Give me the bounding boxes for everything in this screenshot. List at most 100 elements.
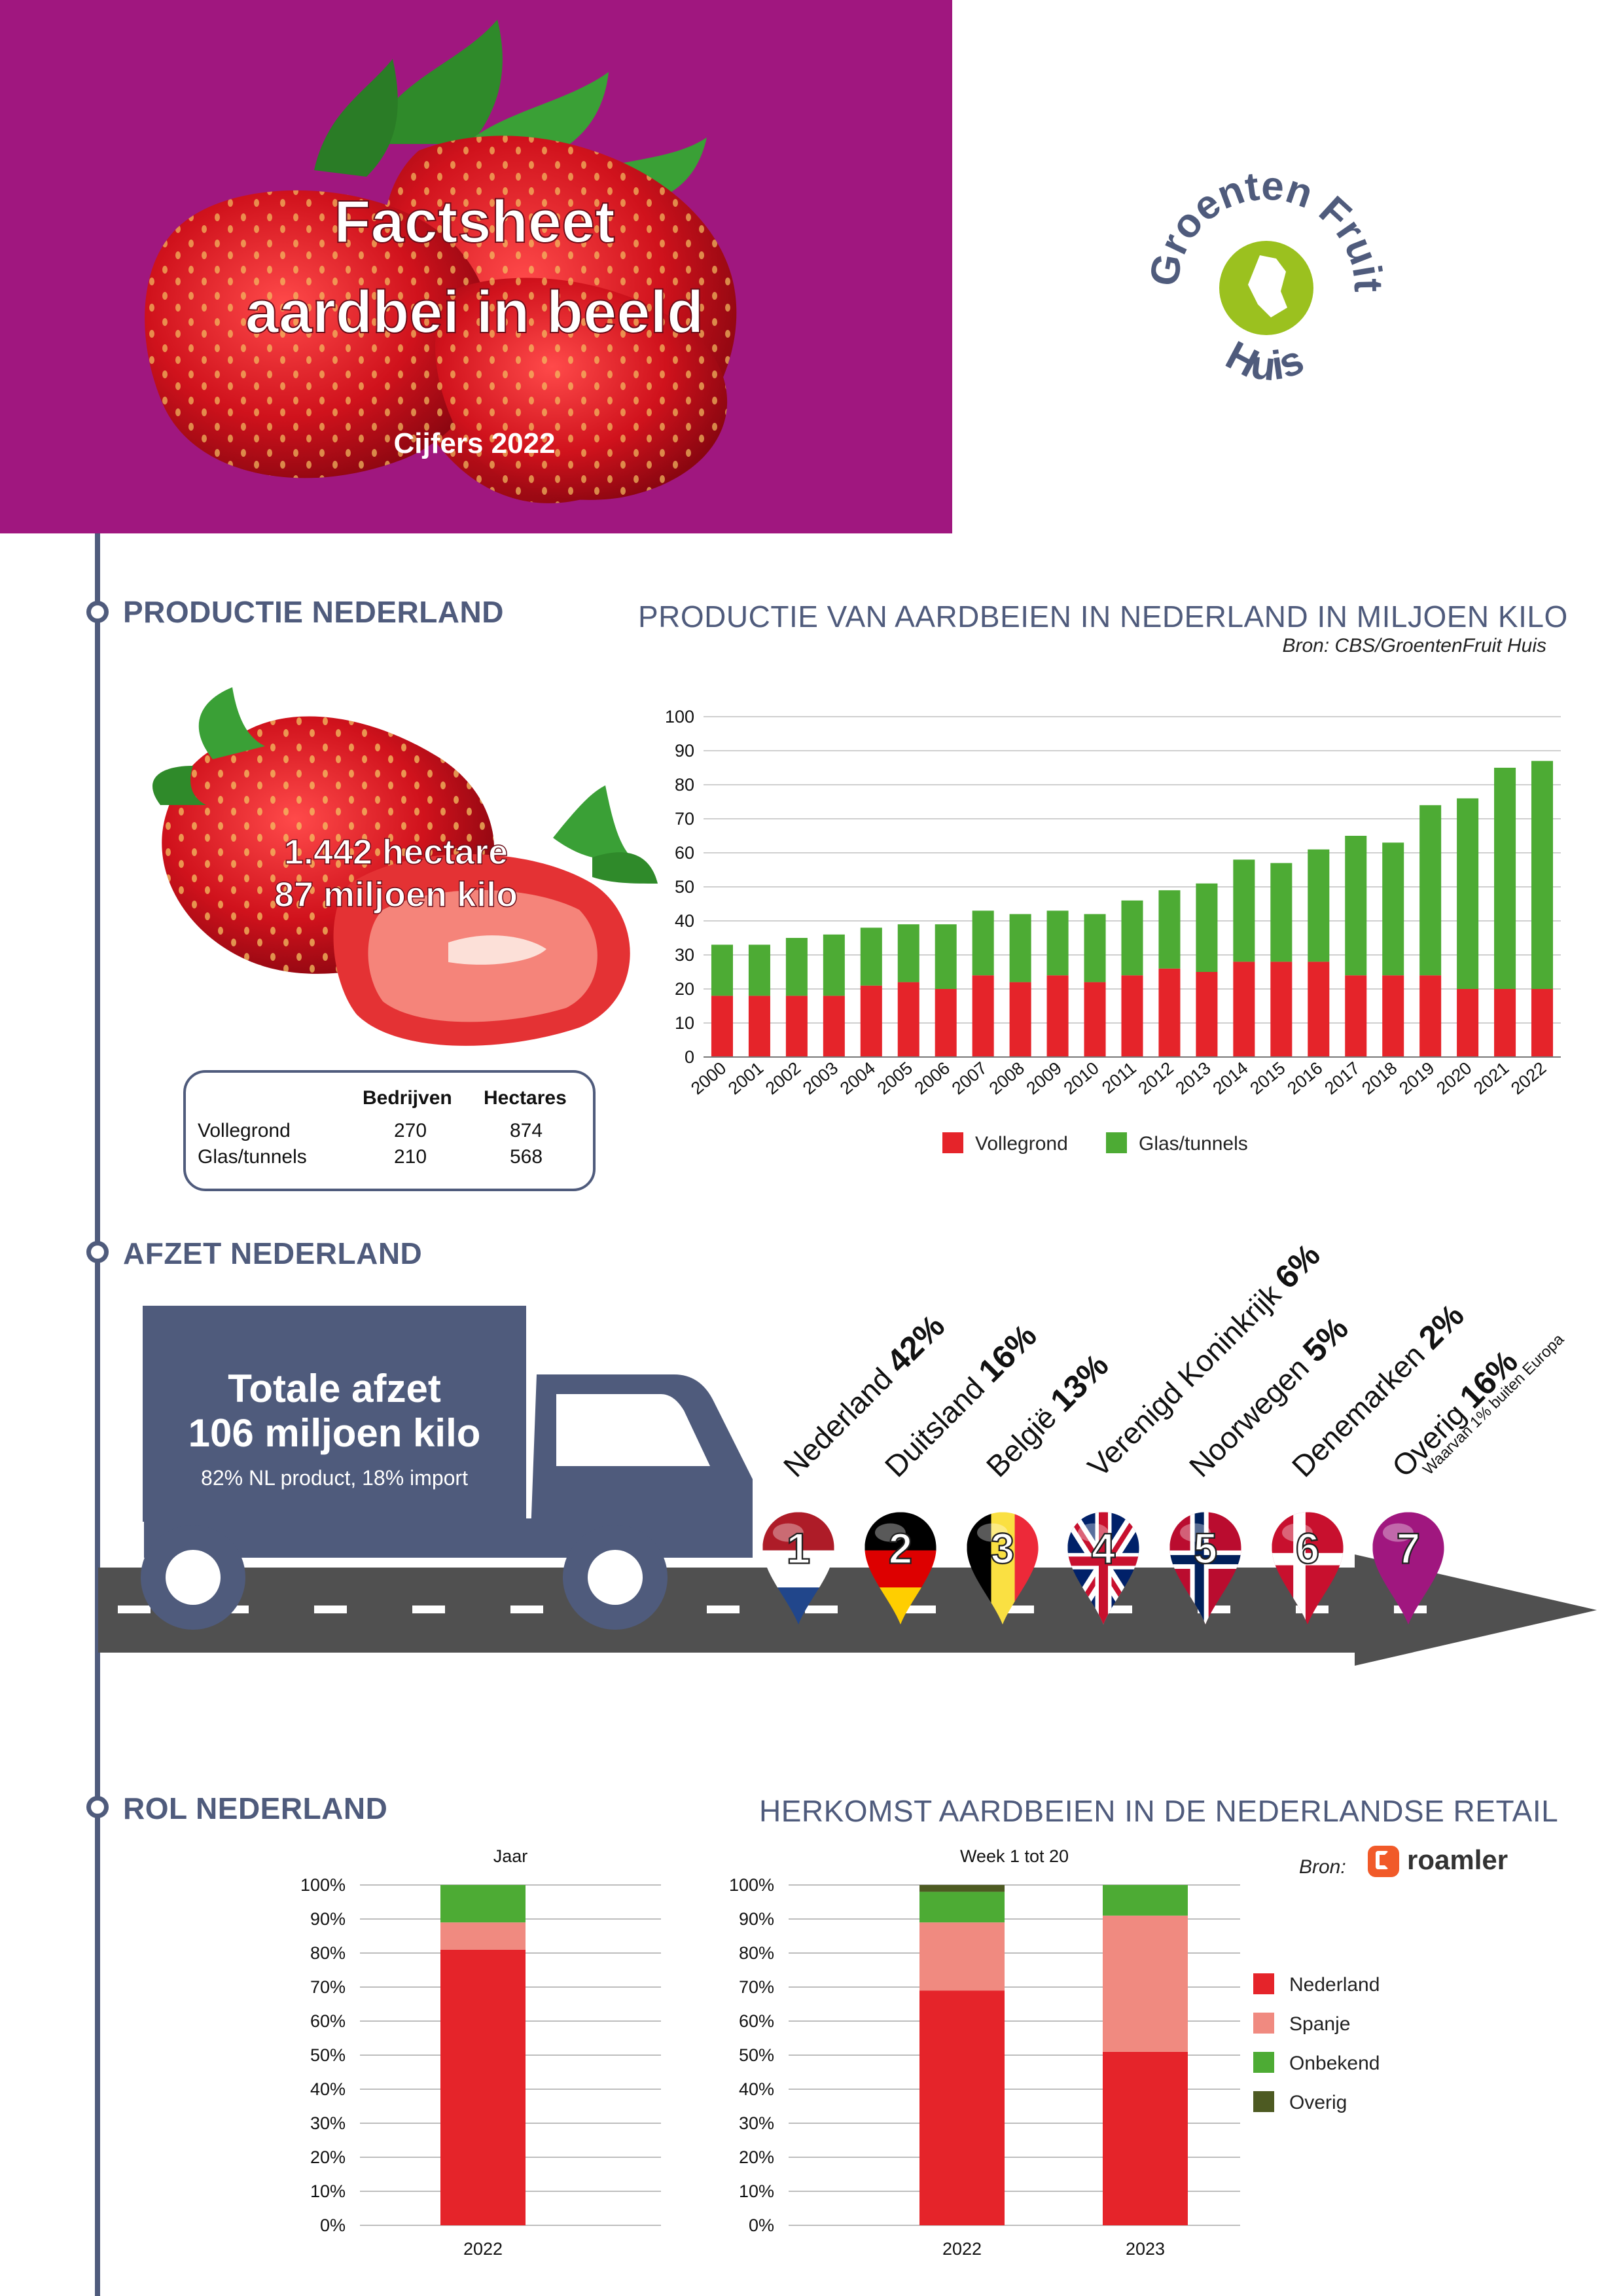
bar-glastunnels-2003: [823, 934, 845, 996]
bar-glastunnels-2019: [1419, 805, 1442, 976]
y-tick-label: 20%: [310, 2147, 346, 2167]
section-title-rol: ROL NEDERLAND: [123, 1791, 388, 1825]
x-tick-label: 2020: [1433, 1058, 1475, 1099]
bar-nederland-2022: [919, 1990, 1005, 2225]
bar-vollegrond-2000: [711, 996, 733, 1057]
pin-7: 7: [1372, 1512, 1444, 1624]
y-tick-label: 100: [665, 707, 694, 726]
bar-glastunnels-2018: [1382, 842, 1404, 976]
x-tick-label: 2014: [1209, 1058, 1251, 1099]
y-tick-label: 40%: [310, 2079, 346, 2099]
legend-label: Onbekend: [1289, 2053, 1380, 2074]
timeline-dot-rol: [86, 1796, 109, 1818]
x-tick-label: 2005: [874, 1058, 916, 1099]
bar-vollegrond-2005: [897, 982, 919, 1057]
legend-swatch: [942, 1132, 963, 1153]
legend-label: Nederland: [1289, 1974, 1380, 1996]
bar-glastunnels-2020: [1457, 798, 1479, 989]
y-tick-label: 0: [685, 1047, 694, 1067]
x-tick-label: 2022: [942, 2239, 982, 2259]
production-table: Bedrijven Hectares Vollegrond 270 874 Gl…: [183, 1070, 596, 1191]
timeline-dot-productie: [86, 601, 109, 623]
bar-onbekend-2022: [919, 1892, 1005, 1923]
x-tick-label: 2016: [1283, 1058, 1326, 1099]
x-tick-label: 2015: [1246, 1058, 1289, 1099]
legend-swatch: [1253, 2091, 1274, 2112]
bar-spanje-2022: [919, 1922, 1005, 1991]
total-afzet-note: 82% NL product, 18% import: [201, 1466, 468, 1490]
herkomst-source-label: Bron:: [1299, 1856, 1346, 1878]
bar-nederland-2023: [1103, 2051, 1188, 2225]
y-tick-label: 50%: [739, 2045, 774, 2065]
bar-glastunnels-2009: [1046, 910, 1069, 976]
pin-2: 2: [865, 1512, 936, 1624]
bar-vollegrond-2019: [1419, 975, 1442, 1057]
legend-label: Overig: [1289, 2092, 1347, 2113]
y-tick-label: 70: [675, 809, 694, 829]
bar-vollegrond-2008: [1009, 982, 1031, 1057]
total-afzet-label: Totale afzet: [228, 1367, 441, 1410]
bar-nederland-2022: [440, 1949, 526, 2225]
pin-rank: 6: [1296, 1524, 1319, 1572]
x-tick-label: 2007: [948, 1058, 991, 1099]
pin-rank: 5: [1194, 1524, 1217, 1572]
roamler-brand: roamler: [1407, 1844, 1508, 1875]
y-tick-label: 30%: [310, 2113, 346, 2133]
bar-onbekend-2023: [1103, 1885, 1188, 1916]
rol-legend: Nederland Spanje Onbekend Overig: [1253, 1973, 1380, 2113]
table-cell-hectares: 874: [510, 1120, 543, 1141]
y-tick-label: 100%: [729, 1875, 774, 1895]
y-tick-label: 80%: [739, 1943, 774, 1963]
legend-label: Spanje: [1289, 2013, 1350, 2035]
y-tick-label: 60%: [739, 2011, 774, 2031]
bar-vollegrond-2022: [1531, 989, 1554, 1057]
legend-swatch: [1253, 2052, 1274, 2073]
pin-3: 3: [967, 1512, 1039, 1624]
bar-glastunnels-2013: [1196, 883, 1218, 972]
x-tick-label: 2019: [1395, 1058, 1438, 1099]
bar-glastunnels-2015: [1270, 863, 1293, 962]
x-tick-label: 2006: [911, 1058, 954, 1099]
x-tick-label: 2001: [724, 1058, 767, 1099]
chart-subtitle: Week 1 tot 20: [960, 1846, 1069, 1866]
y-tick-label: 10%: [310, 2181, 346, 2201]
bar-spanje-2022: [440, 1922, 526, 1950]
x-tick-label: 2022: [463, 2239, 503, 2259]
header-banner: Factsheet aardbei in beeld Cijfers 2022: [0, 0, 952, 533]
y-tick-label: 30: [675, 945, 694, 965]
legend-swatch: [1253, 2013, 1274, 2034]
x-tick-label: 2008: [986, 1058, 1028, 1099]
total-afzet-value: 106 miljoen kilo: [188, 1411, 481, 1455]
production-kilos: 87 miljoen kilo: [274, 875, 518, 914]
bar-vollegrond-2015: [1270, 961, 1293, 1057]
bar-vollegrond-2007: [972, 975, 994, 1057]
x-tick-label: 2022: [1507, 1058, 1550, 1099]
logo-text-bottom: Huis: [1219, 332, 1310, 389]
legend-label: Vollegrond: [975, 1133, 1068, 1155]
bar-glastunnels-2014: [1233, 859, 1255, 962]
y-tick-label: 100%: [300, 1875, 346, 1895]
table-header-bedrijven: Bedrijven: [363, 1087, 452, 1109]
pin-rank: 4: [1092, 1524, 1116, 1572]
groentenfruit-huis-logo: Groenten Fruit Huis: [1141, 163, 1391, 389]
y-tick-label: 90: [675, 741, 694, 761]
bar-onbekend-2022: [440, 1885, 526, 1923]
y-tick-label: 0%: [320, 2215, 346, 2235]
chart-subtitle: Jaar: [493, 1846, 528, 1866]
x-tick-label: 2021: [1470, 1058, 1512, 1099]
y-tick-label: 80%: [310, 1943, 346, 1963]
bar-overig-2022: [919, 1885, 1005, 1892]
y-tick-label: 90%: [739, 1909, 774, 1929]
afzet-source: Bron: Eurostat/GroentenFruit Huis: [1051, 1672, 1348, 1693]
bar-vollegrond-2001: [748, 996, 770, 1057]
bar-vollegrond-2018: [1382, 975, 1404, 1057]
strawberry-photo: 1.442 hectare 87 miljoen kilo: [152, 687, 658, 1046]
bar-glastunnels-2016: [1308, 849, 1330, 962]
bar-vollegrond-2021: [1494, 989, 1516, 1057]
production-chart: 0102030405060708090100200020012002200320…: [665, 707, 1561, 1155]
bar-glastunnels-2008: [1009, 914, 1031, 982]
y-tick-label: 80: [675, 775, 694, 795]
section-title-afzet: AFZET NEDERLAND: [123, 1236, 423, 1270]
truck-window: [556, 1394, 710, 1466]
bar-vollegrond-2003: [823, 996, 845, 1057]
